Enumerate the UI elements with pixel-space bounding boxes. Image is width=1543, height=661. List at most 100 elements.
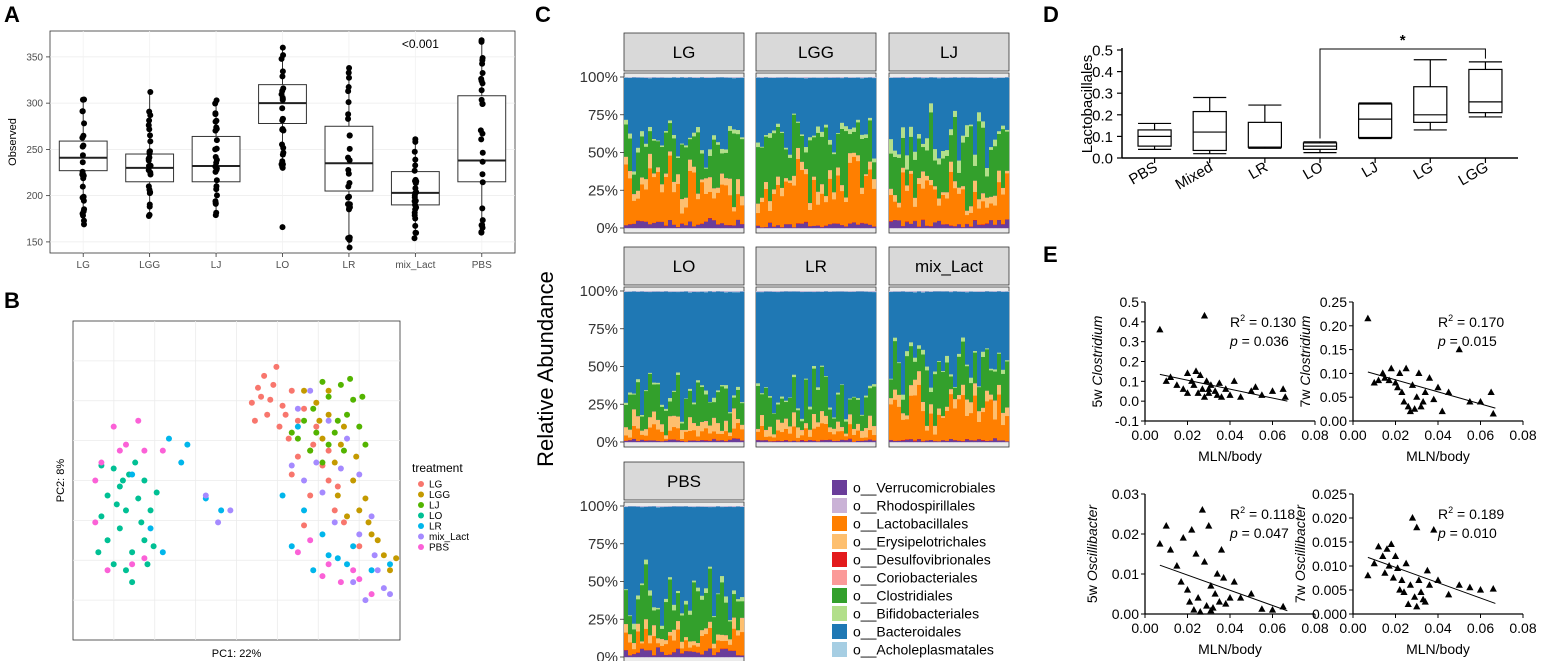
- stack-segment-rhodospirillales: [740, 506, 745, 507]
- pca-point-lo: [138, 519, 145, 526]
- stack-segment-rhodospirillales: [648, 506, 653, 507]
- stack-segment-coriobacteriales: [640, 177, 645, 178]
- stack-segment-bifidobacteriales: [692, 580, 697, 583]
- stack-segment-verrucomicrobiales: [828, 439, 833, 443]
- data-point: [479, 149, 486, 156]
- stack-segment-verrucomicrobiales: [961, 441, 966, 443]
- stack-segment-verrucomicrobiales: [852, 441, 857, 443]
- stack-segment-bifidobacteriales: [672, 604, 677, 611]
- stack-segment-lactobacillales: [800, 169, 805, 224]
- stack-segment-coriobacteriales: [628, 634, 633, 635]
- stack-segment-clostridiales: [824, 127, 829, 197]
- data-point: [1387, 364, 1395, 372]
- stack-segment-lactobacillales: [628, 178, 633, 225]
- stack-segment-clostridiales: [672, 391, 677, 416]
- data-point: [1188, 526, 1196, 533]
- stack-segment-erysipelotrichales: [780, 187, 785, 197]
- stack-segment-bacteroidales: [724, 77, 729, 150]
- data-point: [1194, 594, 1202, 601]
- pca-point-mix_lact: [337, 465, 344, 472]
- stack-segment-lactobacillales: [1005, 415, 1010, 442]
- stack-segment-bifidobacteriales: [720, 148, 725, 154]
- stack-segment-clostridiales: [893, 156, 898, 196]
- stack-segment-bifidobacteriales: [648, 590, 653, 596]
- y-axis-title: Observed: [7, 118, 19, 166]
- pca-point-lj: [307, 447, 314, 454]
- r-squared-value: 0.189: [1469, 506, 1504, 522]
- stack-segment-lactobacillales: [820, 423, 825, 440]
- stack-segment-erysipelotrichales: [704, 178, 709, 194]
- stack-segment-rhodospirillales: [828, 77, 833, 78]
- stack-segment-bifidobacteriales: [864, 134, 869, 138]
- stack-segment-bifidobacteriales: [684, 600, 689, 605]
- stack-segment-rhodospirillales: [889, 291, 894, 292]
- data-point: [1455, 581, 1463, 588]
- stack-segment-lactobacillales: [981, 201, 986, 225]
- pca-point-lgg: [344, 513, 351, 520]
- stack-segment-bifidobacteriales: [708, 566, 713, 569]
- stack-segment-rhodospirillales: [985, 77, 990, 78]
- stack-segment-acholeplasmatales: [728, 291, 733, 293]
- stack-segment-erysipelotrichales: [800, 162, 805, 171]
- stack-segment-verrucomicrobiales: [941, 224, 946, 229]
- stack-segment-lactobacillales: [945, 198, 950, 225]
- stack-segment-rhodospirillales: [925, 77, 930, 78]
- category-label: LO: [1300, 159, 1326, 184]
- stack-segment-acholeplasmatales: [696, 77, 701, 79]
- pca-point-lg: [294, 417, 301, 424]
- stack-segment-coriobacteriales: [981, 407, 986, 409]
- pca-point-mix_lact: [294, 405, 301, 412]
- stack-segment-clostridiales: [909, 345, 914, 386]
- stack-segment-erysipelotrichales: [640, 641, 645, 644]
- data-point: [1186, 598, 1194, 605]
- stack-segment-acholeplasmatales: [656, 506, 661, 508]
- stack-segment-clostridiales: [872, 386, 877, 427]
- stack-segment-desulfovibrionales: [973, 219, 978, 221]
- data-point: [1247, 590, 1255, 597]
- stack-segment-rhodospirillales: [832, 77, 837, 78]
- stack-segment-verrucomicrobiales: [784, 224, 789, 229]
- stack-segment-rhodospirillales: [981, 77, 986, 78]
- stack-segment-verrucomicrobiales: [969, 440, 974, 443]
- stack-segment-erysipelotrichales: [652, 173, 657, 178]
- data-point: [346, 145, 353, 152]
- pca-point-mix_lact: [301, 477, 308, 484]
- stack-segment-bifidobacteriales: [1001, 369, 1006, 374]
- stack-segment-bacteroidales: [636, 77, 641, 148]
- stack-segment-clostridiales: [688, 390, 693, 418]
- data-point: [146, 148, 153, 155]
- legend-label: o__Desulfovibrionales: [853, 552, 991, 568]
- facet-label: LGG: [798, 43, 834, 62]
- data-point: [213, 177, 220, 184]
- stack-segment-bacteroidales: [933, 77, 938, 150]
- stack-segment-erysipelotrichales: [969, 206, 974, 213]
- stack-segment-bacteroidales: [696, 77, 701, 128]
- stack-segment-desulfovibrionales: [704, 221, 709, 222]
- stack-segment-coriobacteriales: [644, 428, 649, 430]
- stack-segment-bacteroidales: [949, 77, 954, 130]
- stack-segment-bifidobacteriales: [836, 392, 841, 395]
- stack-segment-lactobacillales: [716, 192, 721, 225]
- stack-segment-verrucomicrobiales: [712, 220, 717, 229]
- tick-label: 0.015: [1312, 534, 1347, 550]
- stack-segment-acholeplasmatales: [688, 291, 693, 293]
- stack-segment-rhodospirillales: [648, 291, 653, 292]
- pca-point-lg: [267, 396, 274, 403]
- box: [1468, 68, 1503, 114]
- stack-segment-lactobacillales: [660, 192, 665, 222]
- stack-segment-desulfovibrionales: [824, 225, 829, 227]
- stack-segment-bacteroidales: [736, 292, 741, 387]
- stack-segment-verrucomicrobiales: [664, 225, 669, 229]
- stack-segment-erysipelotrichales: [981, 193, 986, 202]
- stack-segment-bacteroidales: [628, 506, 633, 616]
- stack-segment-verrucomicrobiales: [973, 440, 978, 443]
- stack-segment-clostridiales: [640, 416, 645, 431]
- stack-segment-bifidobacteriales: [905, 155, 910, 170]
- stack-segment-clostridiales: [957, 172, 962, 188]
- data-point: [1466, 583, 1474, 591]
- stack-segment-verrucomicrobiales: [724, 648, 729, 658]
- stack-segment-rhodospirillales: [668, 291, 673, 292]
- stack-segment-bacteroidales: [692, 506, 697, 581]
- data-point: [1196, 371, 1204, 378]
- stack-segment-erysipelotrichales: [624, 624, 629, 633]
